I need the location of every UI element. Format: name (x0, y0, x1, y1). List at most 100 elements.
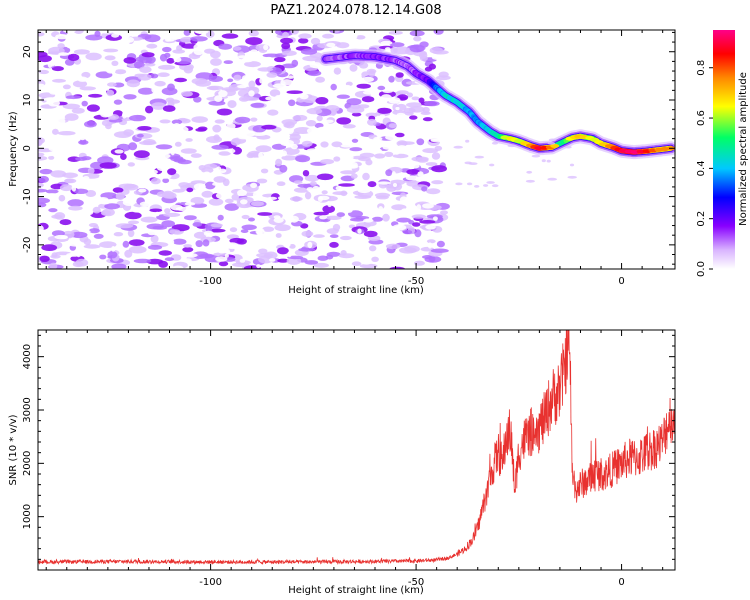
noise-blob (338, 183, 355, 187)
noise-blob (238, 96, 250, 102)
noise-gap (77, 76, 88, 82)
snr-y-tick-label: 1000 (22, 504, 33, 529)
noise-blob (231, 146, 242, 155)
noise-blob (431, 165, 447, 173)
noise-blob (298, 38, 309, 44)
noise-blob (180, 148, 197, 154)
noise-gap (237, 55, 248, 59)
noise-blob (71, 107, 85, 114)
noise-blob (201, 190, 214, 198)
noise-gap (79, 134, 86, 141)
noise-blob (266, 72, 278, 78)
noise-gap (252, 191, 260, 198)
noise-blob (281, 42, 291, 50)
noise-blob (297, 183, 312, 188)
noise-blob (171, 119, 183, 125)
noise-blob (173, 158, 186, 163)
noise-gap (265, 60, 276, 65)
noise-blob (85, 190, 97, 197)
colorbar-gradient (713, 30, 735, 269)
noise-blob (388, 123, 397, 129)
ridge-scatter (564, 145, 572, 149)
noise-blob (223, 60, 233, 64)
noise-blob (67, 53, 80, 62)
noise-gap (373, 106, 378, 113)
noise-blob (346, 98, 362, 106)
noise-blob (234, 116, 251, 124)
noise-gap (385, 70, 392, 77)
spectrogram-x-tick-label: 0 (618, 276, 624, 287)
noise-blob (229, 227, 238, 233)
noise-blob (115, 192, 125, 201)
noise-blob (351, 261, 362, 267)
noise-blob (336, 212, 345, 218)
noise-blob (244, 61, 261, 68)
noise-blob (164, 257, 175, 262)
snr-y-axis-label: SNR (10 * v/v) (8, 414, 19, 485)
noise-blob (426, 239, 436, 244)
noise-blob (409, 30, 425, 37)
noise-blob (49, 262, 58, 269)
noise-blob (289, 244, 296, 249)
noise-gap (359, 115, 366, 120)
noise-blob (422, 148, 439, 154)
noise-blob (241, 224, 257, 231)
noise-gap (343, 84, 352, 91)
ridge-hotspot (550, 143, 560, 148)
noise-blob (331, 141, 343, 148)
noise-blob (406, 102, 423, 108)
noise-gap (172, 265, 184, 269)
noise-gap (226, 122, 236, 130)
noise-blob (413, 260, 425, 266)
noise-gap (317, 196, 323, 202)
noise-blob (67, 199, 84, 207)
noise-blob (286, 90, 303, 94)
colorbar-tick-label: 0.2 (696, 211, 707, 227)
noise-gap (139, 201, 153, 207)
noise-gap (50, 59, 56, 67)
noise-blob (113, 131, 132, 139)
snr-x-tick-label: 0 (618, 577, 624, 588)
noise-gap (319, 215, 328, 220)
noise-gap (111, 246, 116, 252)
noise-blob (143, 62, 156, 67)
noise-gap (68, 242, 82, 247)
noise-gap (264, 163, 275, 169)
noise-gap (258, 152, 263, 159)
noise-gap (39, 109, 53, 116)
noise-blob (322, 33, 334, 39)
noise-blob (396, 217, 411, 223)
ridge-scatter (486, 181, 495, 184)
noise-blob (104, 203, 120, 210)
noise-blob (133, 150, 150, 159)
noise-blob (104, 55, 116, 61)
noise-blob (166, 57, 175, 64)
noise-blob (88, 223, 98, 228)
noise-gap (90, 180, 95, 186)
noise-blob (172, 238, 187, 245)
snr-line-layer (38, 330, 675, 566)
chart-title: PAZ1.2024.078.12.14.G08 (270, 3, 441, 18)
noise-gap (363, 218, 374, 223)
noise-blob (232, 262, 250, 268)
colorbar-ticks: 0.0 0.2 0.4 0.6 0.8 (696, 60, 713, 277)
noise-blob (404, 245, 420, 253)
noise-gap (316, 126, 328, 134)
noise-blob (377, 107, 392, 114)
noise-blob (86, 104, 100, 112)
noise-blob (141, 52, 155, 58)
noise-gap (228, 148, 236, 154)
noise-blob (87, 167, 95, 175)
noise-blob (332, 223, 341, 231)
noise-blob (158, 260, 169, 268)
noise-gap (105, 66, 116, 74)
noise-blob (281, 155, 298, 161)
noise-blob (126, 79, 140, 88)
noise-blob (330, 83, 337, 91)
noise-blob (397, 141, 415, 146)
noise-blob (422, 106, 430, 114)
ridge-scatter (525, 179, 536, 183)
noise-gap (306, 148, 321, 154)
noise-blob (48, 155, 55, 160)
